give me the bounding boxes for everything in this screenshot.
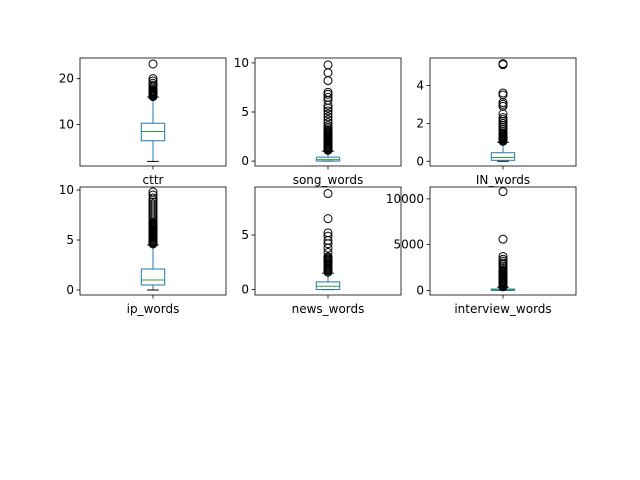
outlier-point (323, 252, 333, 262)
y-tick-label: 10 (59, 183, 74, 197)
y-tick-label: 10 (59, 118, 74, 132)
outlier-point (323, 189, 333, 199)
outlier-point (148, 74, 158, 84)
y-tick-label: 10000 (386, 192, 424, 206)
panel-IN_words: 0 2 4 IN_words (416, 57, 577, 187)
outlier-point (148, 76, 158, 86)
outlier-point (323, 214, 333, 224)
outlier-point (148, 193, 158, 203)
panel-news_words: 0 5 news_words (241, 186, 402, 316)
panel-cttr: 10 20 cttr (59, 57, 227, 187)
y-tick-label: 0 (416, 154, 424, 168)
y-tick-label: 0 (241, 154, 249, 168)
outlier-point (498, 88, 508, 98)
y-tick-label: 0 (66, 283, 74, 297)
panel-ip_words: 0 5 10 ip_words (59, 183, 227, 316)
x-axis-label: song_words (293, 173, 364, 187)
outlier-point (148, 190, 158, 200)
outlier-point (323, 228, 333, 238)
outlier-point (148, 59, 158, 69)
outlier-point (323, 109, 333, 119)
y-tick-label: 0 (416, 283, 424, 297)
outlier-point (323, 247, 333, 257)
outlier-point (323, 112, 333, 122)
outlier-point (323, 106, 333, 116)
y-tick-label: 20 (59, 72, 74, 86)
outlier-point (498, 59, 508, 69)
iqr-box (140, 268, 166, 286)
boxplot-panels: 10 20 cttr 0 5 10 song_words 0 2 4 IN_words 0 5 10 ip_… (59, 56, 577, 316)
x-axis-label: news_words (292, 302, 365, 316)
outlier-point (498, 254, 508, 264)
x-axis-label: interview_words (454, 302, 551, 316)
y-tick-label: 5 (241, 228, 249, 242)
outlier-point (323, 121, 333, 131)
outlier-point (323, 231, 333, 241)
outlier-point (323, 60, 333, 70)
iqr-box (315, 281, 341, 291)
y-tick-label: 4 (416, 78, 424, 92)
outlier-point (498, 113, 508, 123)
panel-interview_words: 0 5000 10000 interview_words (386, 186, 577, 316)
iqr-box (490, 152, 516, 161)
y-tick-label: 5 (241, 105, 249, 119)
x-axis-label: cttr (143, 173, 164, 187)
outlier-point (323, 115, 333, 125)
outlier-point (498, 234, 508, 244)
outlier-point (148, 187, 158, 197)
x-axis-label: ip_words (127, 302, 180, 316)
panel-song_words: 0 5 10 song_words (234, 56, 402, 187)
outlier-point (323, 87, 333, 97)
outlier-point (323, 118, 333, 128)
y-tick-label: 2 (416, 116, 424, 130)
outlier-point (498, 187, 508, 197)
outlier-point (498, 252, 508, 262)
outlier-point (148, 78, 158, 88)
y-tick-label: 5000 (393, 238, 424, 252)
outlier-point (323, 92, 333, 102)
y-tick-label: 5 (66, 233, 74, 247)
y-tick-label: 10 (234, 56, 249, 70)
x-axis-label: IN_words (476, 173, 530, 187)
y-tick-label: 0 (241, 283, 249, 297)
